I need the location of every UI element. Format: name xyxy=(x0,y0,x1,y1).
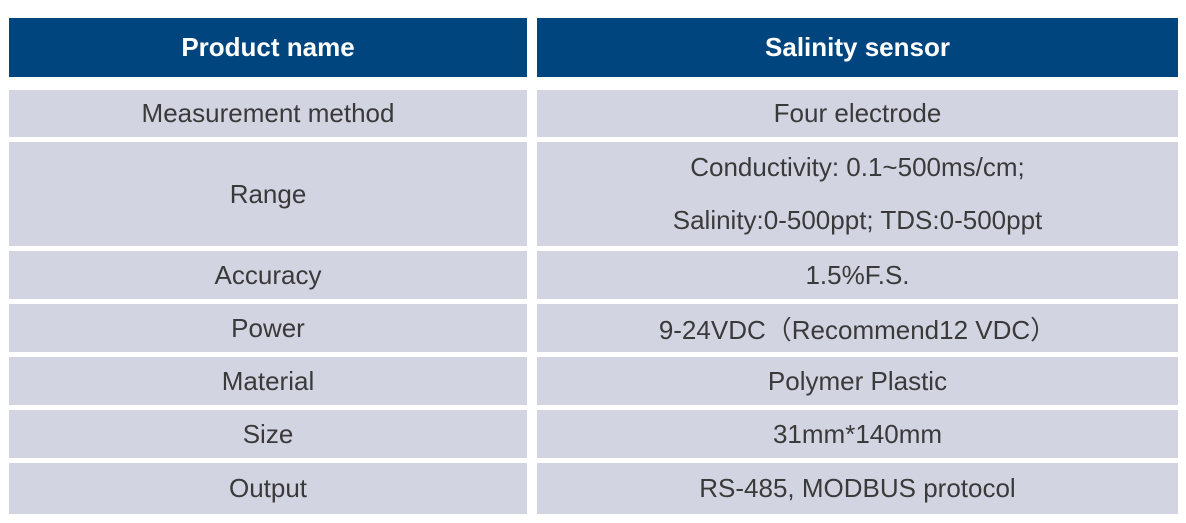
range-line-salinity-tds: Salinity:0-500ppt; TDS:0-500ppt xyxy=(672,205,1043,235)
row-value-size: 31mm*140mm xyxy=(537,410,1178,458)
row-label-material: Material xyxy=(9,357,527,405)
row-value-power: 9-24VDC（Recommend12 VDC） xyxy=(537,304,1178,352)
row-label-power: Power xyxy=(9,304,527,352)
row-value-output: RS-485, MODBUS protocol xyxy=(537,463,1178,514)
row-label-size: Size xyxy=(9,410,527,458)
range-line-conductivity: Conductivity: 0.1~500ms/cm; xyxy=(690,152,1025,182)
row-value-measurement-method: Four electrode xyxy=(537,90,1178,137)
row-label-accuracy: Accuracy xyxy=(9,251,527,299)
row-label-measurement-method: Measurement method xyxy=(9,90,527,137)
header-product-value: Salinity sensor xyxy=(537,18,1178,77)
header-product-name: Product name xyxy=(9,18,527,77)
row-value-material: Polymer Plastic xyxy=(537,357,1178,405)
row-value-accuracy: 1.5%F.S. xyxy=(537,251,1178,299)
row-label-range: Range xyxy=(9,142,527,246)
row-value-range: Conductivity: 0.1~500ms/cm; Salinity:0-5… xyxy=(537,142,1178,246)
row-label-output: Output xyxy=(9,463,527,514)
